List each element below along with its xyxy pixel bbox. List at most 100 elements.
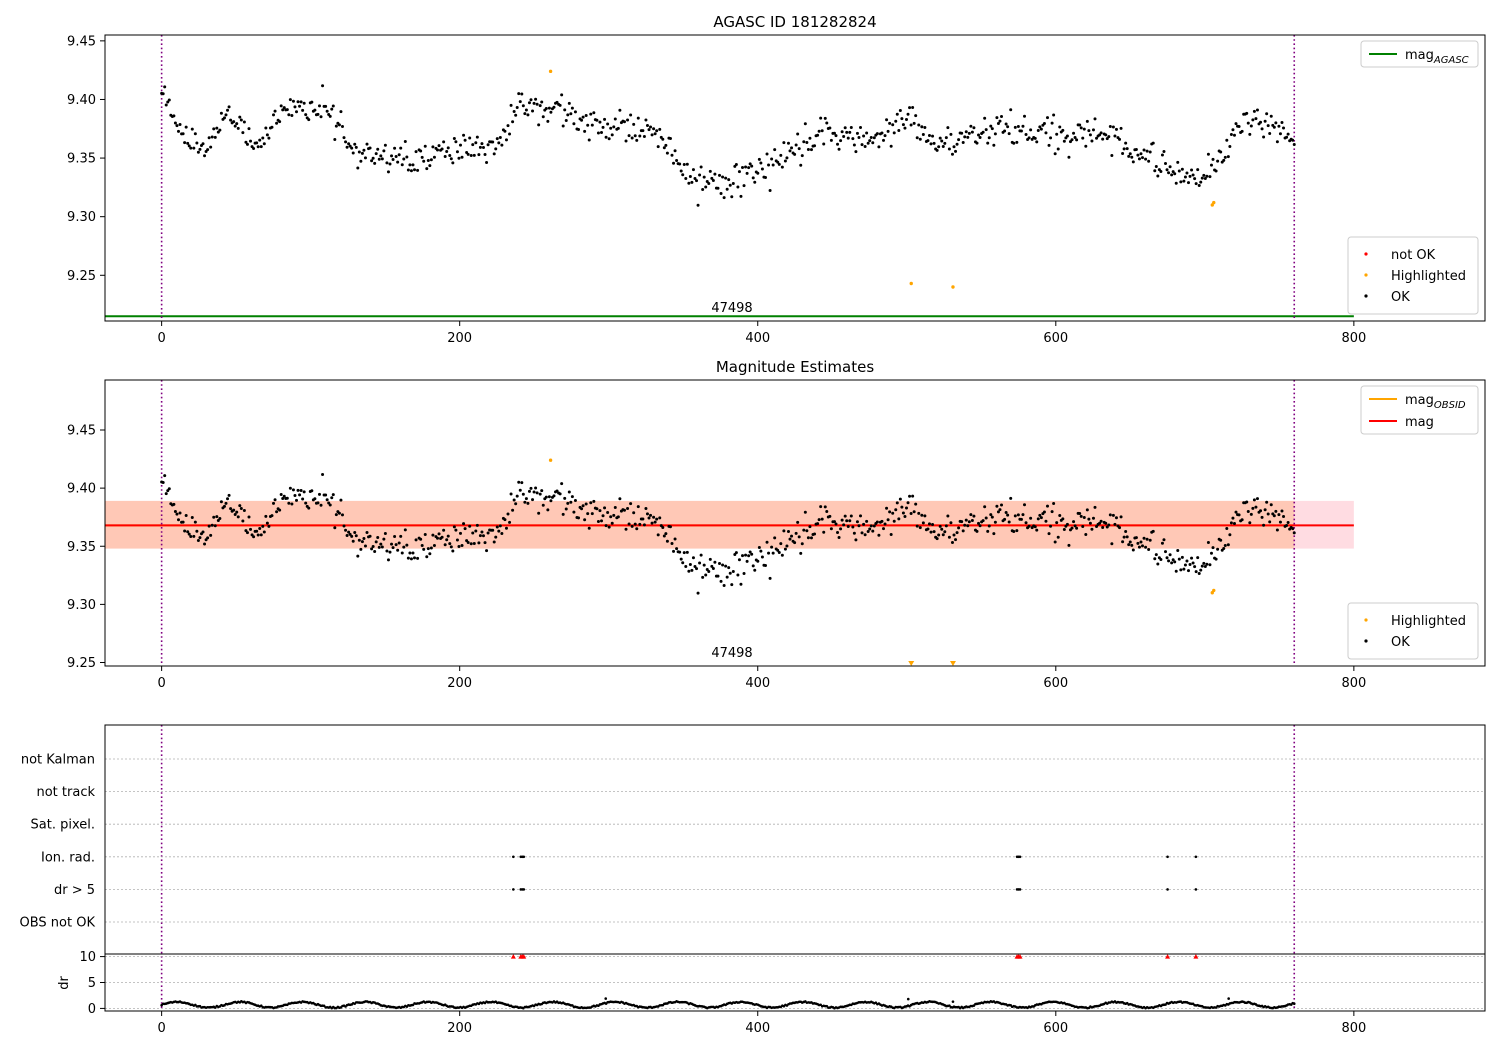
- ok-point: [402, 157, 406, 161]
- ok-point: [416, 556, 420, 560]
- ok-point: [996, 121, 1000, 125]
- ok-point: [535, 102, 539, 106]
- ok-point: [823, 505, 827, 509]
- ok-point: [337, 123, 341, 127]
- ok-point: [521, 492, 525, 496]
- ok-point: [655, 129, 659, 133]
- ok-point: [857, 135, 861, 139]
- ok-point: [846, 524, 850, 528]
- ok-point: [645, 123, 649, 127]
- panel-agasc: AGASC ID 181282824 0 200 400 600 800 9.25 9.30…: [67, 13, 1486, 346]
- ok-point: [1145, 149, 1149, 153]
- ok-point: [541, 115, 545, 119]
- ok-point: [641, 517, 645, 521]
- ok-point: [952, 533, 956, 537]
- ok-point: [570, 495, 574, 499]
- ok-point: [590, 123, 594, 127]
- ok-point: [1180, 555, 1184, 559]
- ok-point: [1231, 516, 1235, 520]
- ok-point: [1202, 561, 1206, 565]
- ok-point: [915, 524, 919, 528]
- ok-point: [638, 522, 642, 526]
- ok-point: [845, 130, 849, 134]
- ok-point: [900, 117, 904, 121]
- ok-point: [638, 134, 642, 138]
- ok-point: [786, 141, 790, 145]
- ok-point: [926, 139, 930, 143]
- ok-point: [869, 524, 873, 528]
- ok-point: [397, 541, 401, 545]
- ok-point: [1206, 541, 1210, 544]
- ok-point: [711, 566, 715, 570]
- ok-point: [704, 573, 708, 577]
- ok-point: [771, 163, 775, 167]
- ok-point: [1045, 504, 1049, 508]
- ok-point: [161, 480, 165, 484]
- ok-point: [486, 143, 490, 147]
- ok-point: [537, 511, 541, 515]
- ok-point: [360, 540, 364, 544]
- ok-point: [819, 116, 823, 120]
- ok-point: [403, 528, 407, 532]
- ok-point: [796, 132, 800, 136]
- ok-point: [163, 474, 167, 478]
- ok-point: [442, 528, 446, 532]
- ok-point: [763, 564, 767, 568]
- ok-point: [1088, 133, 1092, 137]
- ok-point: [1255, 497, 1259, 501]
- ok-point: [1245, 500, 1249, 504]
- ok-point: [330, 107, 334, 111]
- ok-point: [291, 99, 295, 103]
- ok-point: [612, 513, 616, 517]
- ok-point: [655, 517, 659, 521]
- ok-point: [422, 547, 426, 551]
- ok-point: [526, 113, 530, 117]
- ok-point: [1007, 132, 1011, 136]
- ok-point: [491, 140, 495, 144]
- ok-point: [1035, 528, 1039, 532]
- ok-point: [586, 512, 590, 516]
- ok-point: [865, 131, 869, 135]
- dr-point: [1227, 997, 1230, 1000]
- ok-point: [1029, 128, 1033, 132]
- ok-point: [1153, 557, 1157, 561]
- ok-point: [458, 143, 462, 147]
- ok-point: [855, 520, 859, 524]
- ok-point: [436, 536, 439, 540]
- ok-point: [1164, 550, 1167, 554]
- ok-point: [1148, 538, 1152, 542]
- ok-point: [583, 518, 587, 522]
- ok-point: [374, 540, 378, 544]
- ok-point: [987, 136, 991, 140]
- ok-point: [817, 129, 821, 133]
- ok-point: [1009, 108, 1013, 112]
- ok-point: [1176, 160, 1180, 164]
- ok-point: [363, 544, 367, 548]
- ok-point: [886, 129, 890, 133]
- ok-point: [865, 519, 869, 523]
- ok-point: [1113, 134, 1117, 138]
- ok-point: [365, 530, 369, 534]
- ok-point: [1042, 122, 1046, 126]
- ok-point: [823, 116, 827, 120]
- ok-point: [983, 116, 987, 120]
- ok-point: [201, 142, 205, 146]
- ok-point: [751, 176, 755, 180]
- ok-point: [419, 537, 423, 541]
- ok-point: [1259, 509, 1263, 513]
- panel-1-marker-legend: not OK Highlighted OK: [1347, 236, 1479, 315]
- ok-point: [1055, 132, 1059, 136]
- ok-point: [1027, 136, 1031, 140]
- ok-point: [209, 533, 213, 537]
- ok-point: [1268, 132, 1272, 136]
- ok-point: [843, 126, 847, 130]
- ok-point: [547, 106, 551, 110]
- ok-point: [633, 522, 637, 526]
- ok-point: [249, 527, 253, 531]
- ok-point: [768, 188, 772, 192]
- ok-point: [235, 510, 239, 514]
- ok-point: [272, 113, 276, 117]
- ok-point: [247, 515, 251, 519]
- ok-point: [296, 488, 300, 492]
- ok-point: [662, 534, 666, 538]
